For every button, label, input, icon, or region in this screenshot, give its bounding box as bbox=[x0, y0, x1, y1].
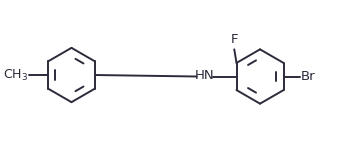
Text: Br: Br bbox=[301, 70, 316, 83]
Text: F: F bbox=[230, 33, 238, 46]
Text: CH$_3$: CH$_3$ bbox=[3, 68, 28, 82]
Text: HN: HN bbox=[195, 69, 215, 82]
